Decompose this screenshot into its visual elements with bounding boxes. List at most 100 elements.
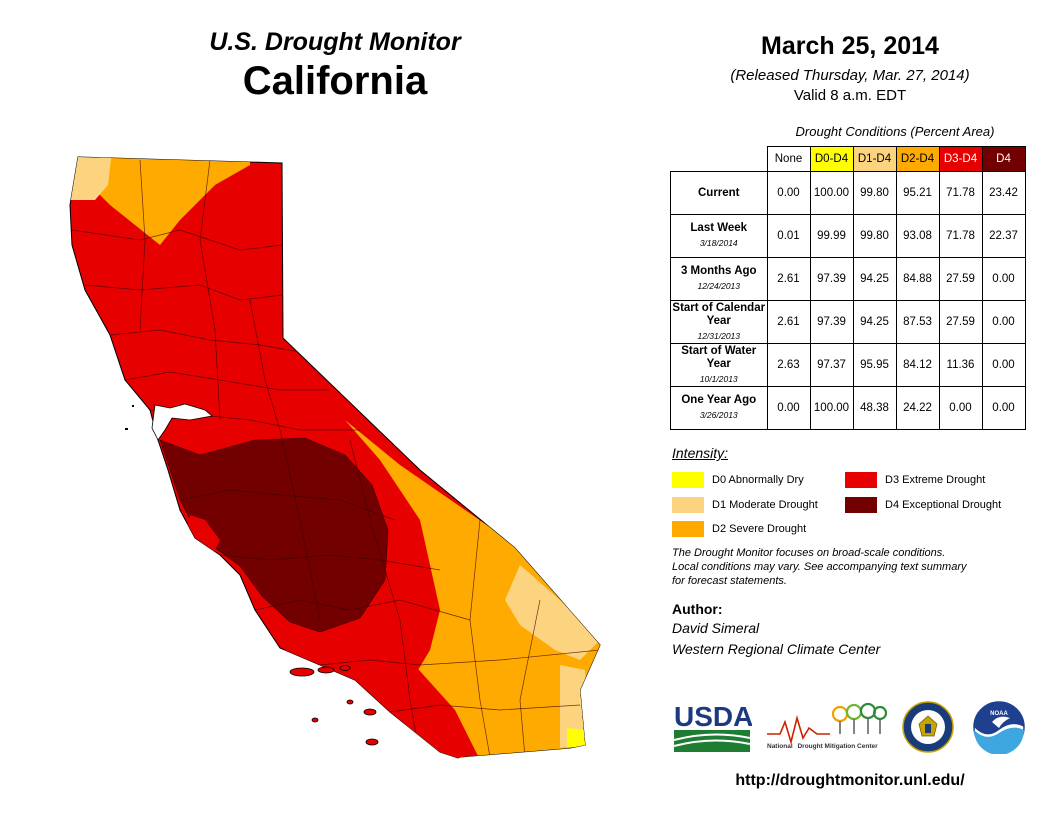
row-date: 12/31/2013 [697,330,741,341]
header-left: U.S. Drought Monitor California [170,28,500,104]
row-label: Last Week 3/18/2014 [670,214,768,258]
noaa-logo: NOAA [973,701,1025,754]
legend-swatch-d2 [672,521,704,537]
state-title: California [242,59,428,103]
col-header-d1-d4: D1-D4 [852,146,897,172]
table-cell: 95.95 [852,343,897,387]
note-line: Local conditions may vary. See accompany… [672,561,967,573]
d3-region-coastal-pocket [186,515,220,560]
table-cell: 87.53 [895,300,940,344]
table-cell: 2.63 [766,343,811,387]
usda-logo: USDA [673,701,752,752]
table-row: Current 0.00 100.00 99.80 95.21 71.78 23… [670,171,1026,215]
col-header-d0-d4: D0-D4 [809,146,854,172]
ndmc-logo-text-center: Drought Mitigation Center [797,743,878,750]
table-row: One Year Ago 3/26/2013 0.00 100.00 48.38 … [670,386,1026,430]
legend-item-d3: D3 Extreme Drought [845,472,985,488]
table-cell: 2.61 [766,300,811,344]
table-cell: 84.88 [895,257,940,301]
table-row: Start of Calendar Year 12/31/2013 2.61 97… [670,300,1026,344]
legend-label-d3: D3 Extreme Drought [885,474,986,486]
legend-item-d1: D1 Moderate Drought [672,497,818,513]
d3-region-south [280,600,480,758]
d1-region-southeast [505,565,600,660]
drought-monitor-link[interactable]: http://droughtmonitor.unl.edu/ [735,772,965,789]
table-cell: 71.78 [938,214,983,258]
map-date: March 25, 2014 [761,32,939,60]
noaa-logo-text: NOAA [990,711,1008,717]
table-cell: 99.80 [852,214,897,258]
table-row: Start of Water Year 10/1/2013 2.63 97.37 … [670,343,1026,387]
table-cell: 0.00 [981,386,1026,430]
row-label: Current [670,171,768,215]
row-label-text: One Year Ago [681,394,757,406]
valid-time: Valid 8 a.m. EDT [793,87,907,104]
author-org: Western Regional Climate Center [672,641,881,657]
table-cell: 71.78 [938,171,983,215]
table-cell: 84.12 [895,343,940,387]
legend-label-d1: D1 Moderate Drought [712,499,818,511]
col-header-none: None [766,146,811,172]
table-cell: 2.61 [766,257,811,301]
legend-item-d0: D0 Abnormally Dry [672,472,804,488]
table-caption: Drought Conditions (Percent Area) [795,124,995,139]
table-cell: 27.59 [938,257,983,301]
disclaimer-note: The Drought Monitor focuses on broad-sca… [672,546,1032,588]
ndmc-logo-text-national: National [767,743,793,750]
table-cell: 0.00 [981,257,1026,301]
table-cell: 23.42 [981,171,1026,215]
note-line: for forecast statements. [672,575,787,587]
table-cell: 0.00 [766,171,811,215]
note-line: The Drought Monitor focuses on broad-sca… [672,547,946,559]
table-cell: 99.80 [852,171,897,215]
channel-islands [289,665,379,746]
row-label: Start of Water Year 10/1/2013 [670,343,768,387]
table-cell: 94.25 [852,257,897,301]
d0-region-southeast [567,728,586,747]
table-cell: 95.21 [895,171,940,215]
usda-logo-text: USDA [674,701,752,732]
offshore-islets [125,405,134,430]
row-label: Start of Calendar Year 12/31/2013 [670,300,768,344]
row-label-text: Start of Calendar Year [672,301,766,327]
col-header-d4: D4 [981,146,1026,172]
row-label-text: Last Week [690,222,748,234]
legend-swatch-d1 [672,497,704,513]
doc-seal-logo [902,701,954,753]
san-francisco-bay [151,403,213,441]
product-title: U.S. Drought Monitor [209,28,461,56]
table-cell: 22.37 [981,214,1026,258]
table-cell: 0.00 [981,300,1026,344]
author-name: David Simeral [672,620,760,636]
row-date: 3/18/2014 [699,238,738,248]
table-cell: 11.36 [938,343,983,387]
legend-label-d4: D4 Exceptional Drought [885,499,1002,511]
col-header-d3-d4: D3-D4 [938,146,983,172]
col-header-d2-d4: D2-D4 [895,146,940,172]
legend-swatch-d0 [672,472,704,488]
table-cell: 97.39 [809,257,854,301]
table-cell: 100.00 [809,386,854,430]
legend-title: Intensity: [672,445,729,461]
table-cell: 100.00 [809,171,854,215]
legend-label-d0: D0 Abnormally Dry [712,474,804,486]
legend-item-d4: D4 Exceptional Drought [845,497,1001,513]
table-cell: 0.01 [766,214,811,258]
table-header-row: None D0-D4 D1-D4 D2-D4 D3-D4 D4 [671,146,1026,172]
header-right: March 25, 2014 (Released Thursday, Mar. … [690,32,1010,104]
legend-label-d2: D2 Severe Drought [712,523,807,535]
california-drought-map [69,156,601,759]
drought-stats-table: None D0-D4 D1-D4 D2-D4 D3-D4 D4 Current … [670,146,1026,430]
legend-item-d2: D2 Severe Drought [672,521,806,537]
svg-text:National Drought Mitigatio: National Drought Mitigation Center [767,743,878,750]
table-row: 3 Months Ago 12/24/2013 2.61 97.39 94.25 … [670,257,1026,301]
row-date: 3/26/2013 [699,410,738,420]
table-row: Last Week 3/18/2014 0.01 99.99 99.80 93.0… [670,214,1026,258]
d2-region-north [95,157,250,245]
legend-swatch-d3 [845,472,877,488]
row-label-text: Current [697,186,740,199]
table-cell: 94.25 [852,300,897,344]
table-cell: 93.08 [895,214,940,258]
table-cell: 0.00 [981,343,1026,387]
row-date: 10/1/2013 [699,373,738,384]
